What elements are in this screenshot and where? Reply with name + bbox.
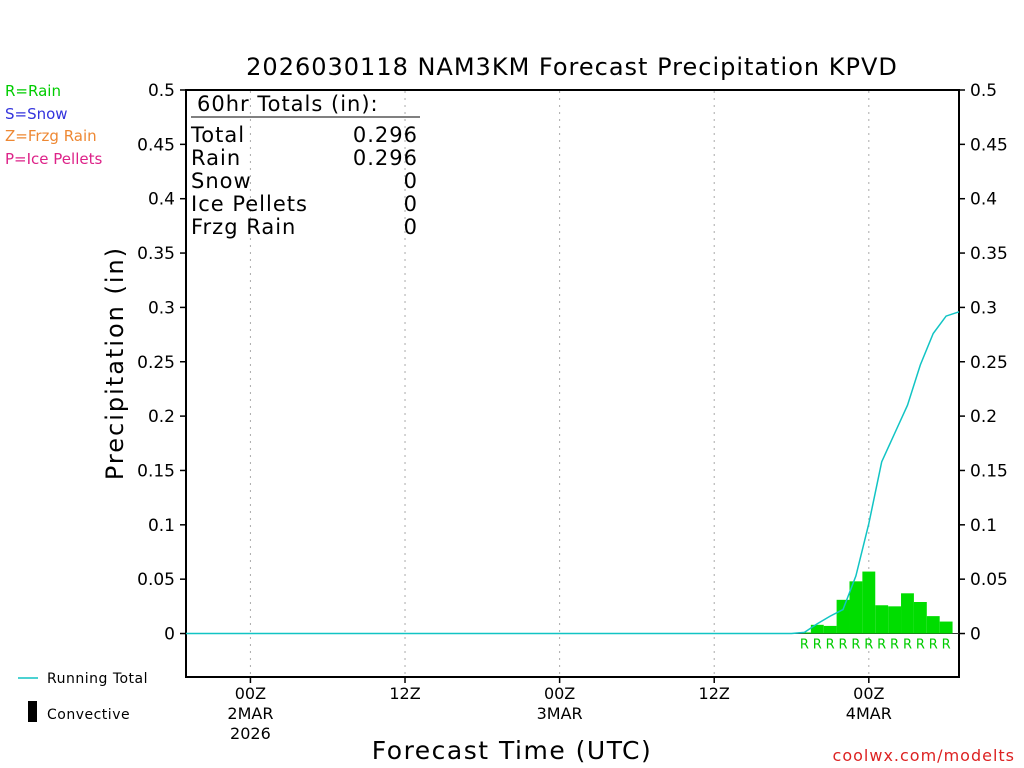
precip-bar [913, 601, 927, 634]
x-tick-label: 12Z [389, 684, 420, 703]
x-axis-label: Forecast Time (UTC) [372, 736, 652, 765]
y-tick-label-left: 0.45 [137, 135, 175, 155]
y-tick-label-right: 0.1 [970, 516, 997, 536]
ptype-marker: R [877, 638, 886, 653]
x-tick-label: 00Z [544, 684, 575, 703]
running-total-legend-label: Running Total [47, 671, 148, 687]
plot-frame [185, 89, 960, 678]
ptype-marker: R [890, 638, 899, 653]
y-axis-label: Precipitation (in) [101, 246, 129, 480]
totals-value-frzg-rain: 0 [404, 215, 418, 239]
x-tick-date-label: 3MAR [537, 704, 583, 723]
y-ticks: 0 00.05 0.050.1 0.10.15 0.150.2 0.20.25 0.250.… [137, 81, 1008, 645]
x-tick-label: 00Z [853, 684, 884, 703]
precip-bar [836, 599, 850, 634]
credit-text: coolwx.com/modelts [833, 746, 1015, 765]
ptype-marker: R [929, 638, 938, 653]
precip-bar [901, 593, 914, 634]
y-tick-label-left: 0.05 [137, 570, 175, 590]
y-tick-label-left: 0.35 [137, 244, 175, 264]
x-tick-label: 12Z [699, 684, 730, 703]
x-tick-date-label: 2MAR [227, 704, 273, 723]
ptype-marker: R [851, 638, 860, 653]
y-tick-label-left: 0.5 [148, 81, 175, 101]
y-tick-label-left: 0.4 [148, 190, 175, 210]
precip-bar [888, 606, 902, 634]
totals-value-ice-pellets: 0 [404, 192, 418, 216]
legend-snow: S=Snow [5, 105, 68, 123]
totals-value-snow: 0 [404, 169, 418, 193]
chart-title: 2026030118 NAM3KM Forecast Precipitation… [246, 53, 898, 81]
gridlines [198, 91, 959, 676]
convective-legend-label: Convective [47, 707, 130, 723]
y-tick-label-right: 0.05 [970, 570, 1008, 590]
y-tick-label-right: 0.3 [970, 298, 997, 318]
legend-rain: R=Rain [5, 82, 61, 100]
ptype-marker: R [903, 638, 912, 653]
totals-label-snow: Snow [191, 169, 252, 193]
precip-bar [875, 605, 889, 634]
precip-bar [849, 581, 863, 634]
ptype-marker: R [800, 638, 809, 653]
y-tick-label-right: 0.35 [970, 244, 1008, 264]
precip-bar [926, 616, 940, 634]
y-tick-label-right: 0 [970, 625, 981, 645]
y-tick-label-left: 0.1 [148, 516, 175, 536]
y-tick-label-left: 0.15 [137, 461, 175, 481]
precip-bar [823, 625, 837, 634]
y-tick-label-right: 0.4 [970, 190, 997, 210]
precip-bars [797, 571, 953, 634]
y-tick-label-right: 0.5 [970, 81, 997, 101]
ptype-legend: R=Rain S=Snow Z=Frzg Rain P=Ice Pellets [5, 82, 102, 168]
series-legend: Running Total Convective [18, 671, 148, 723]
totals-title: 60hr Totals (in): [197, 92, 379, 116]
ptype-marker: R [813, 638, 822, 653]
y-tick-label-left: 0.3 [148, 298, 175, 318]
convective-legend-swatch [28, 701, 37, 722]
y-tick-label-right: 0.2 [970, 407, 997, 427]
running-total-layer [186, 311, 960, 635]
ptype-marker: R [942, 638, 951, 653]
totals-box: 60hr Totals (in): Total 0.296 Rain 0.296… [190, 92, 420, 239]
ptype-marker: R [826, 638, 835, 653]
legend-ice-pellets: P=Ice Pellets [5, 150, 102, 168]
x-tick-year-label: 2026 [230, 724, 271, 743]
totals-label-ice-pellets: Ice Pellets [191, 192, 308, 216]
totals-value-rain: 0.296 [353, 146, 418, 170]
y-tick-label-right: 0.15 [970, 461, 1008, 481]
y-tick-label-right: 0.45 [970, 135, 1008, 155]
legend-frzg-rain: Z=Frzg Rain [5, 127, 97, 145]
y-tick-label-left: 0.2 [148, 407, 175, 427]
precip-bar [862, 571, 876, 634]
totals-label-total: Total [190, 123, 245, 147]
y-tick-label-left: 0.25 [137, 353, 175, 373]
ptype-marker: R [839, 638, 848, 653]
totals-label-rain: Rain [191, 146, 241, 170]
ptype-marker: R [916, 638, 925, 653]
precip-bar [810, 624, 824, 634]
x-tick-date-label: 4MAR [846, 704, 892, 723]
ptype-marker: R [864, 638, 873, 653]
totals-label-frzg-rain: Frzg Rain [191, 215, 296, 239]
running-total-line [186, 311, 960, 635]
x-tick-label: 00Z [235, 684, 266, 703]
totals-value-total: 0.296 [353, 123, 418, 147]
y-tick-label-left: 0 [164, 625, 175, 645]
precip-bar [939, 621, 953, 634]
y-tick-label-right: 0.25 [970, 353, 1008, 373]
